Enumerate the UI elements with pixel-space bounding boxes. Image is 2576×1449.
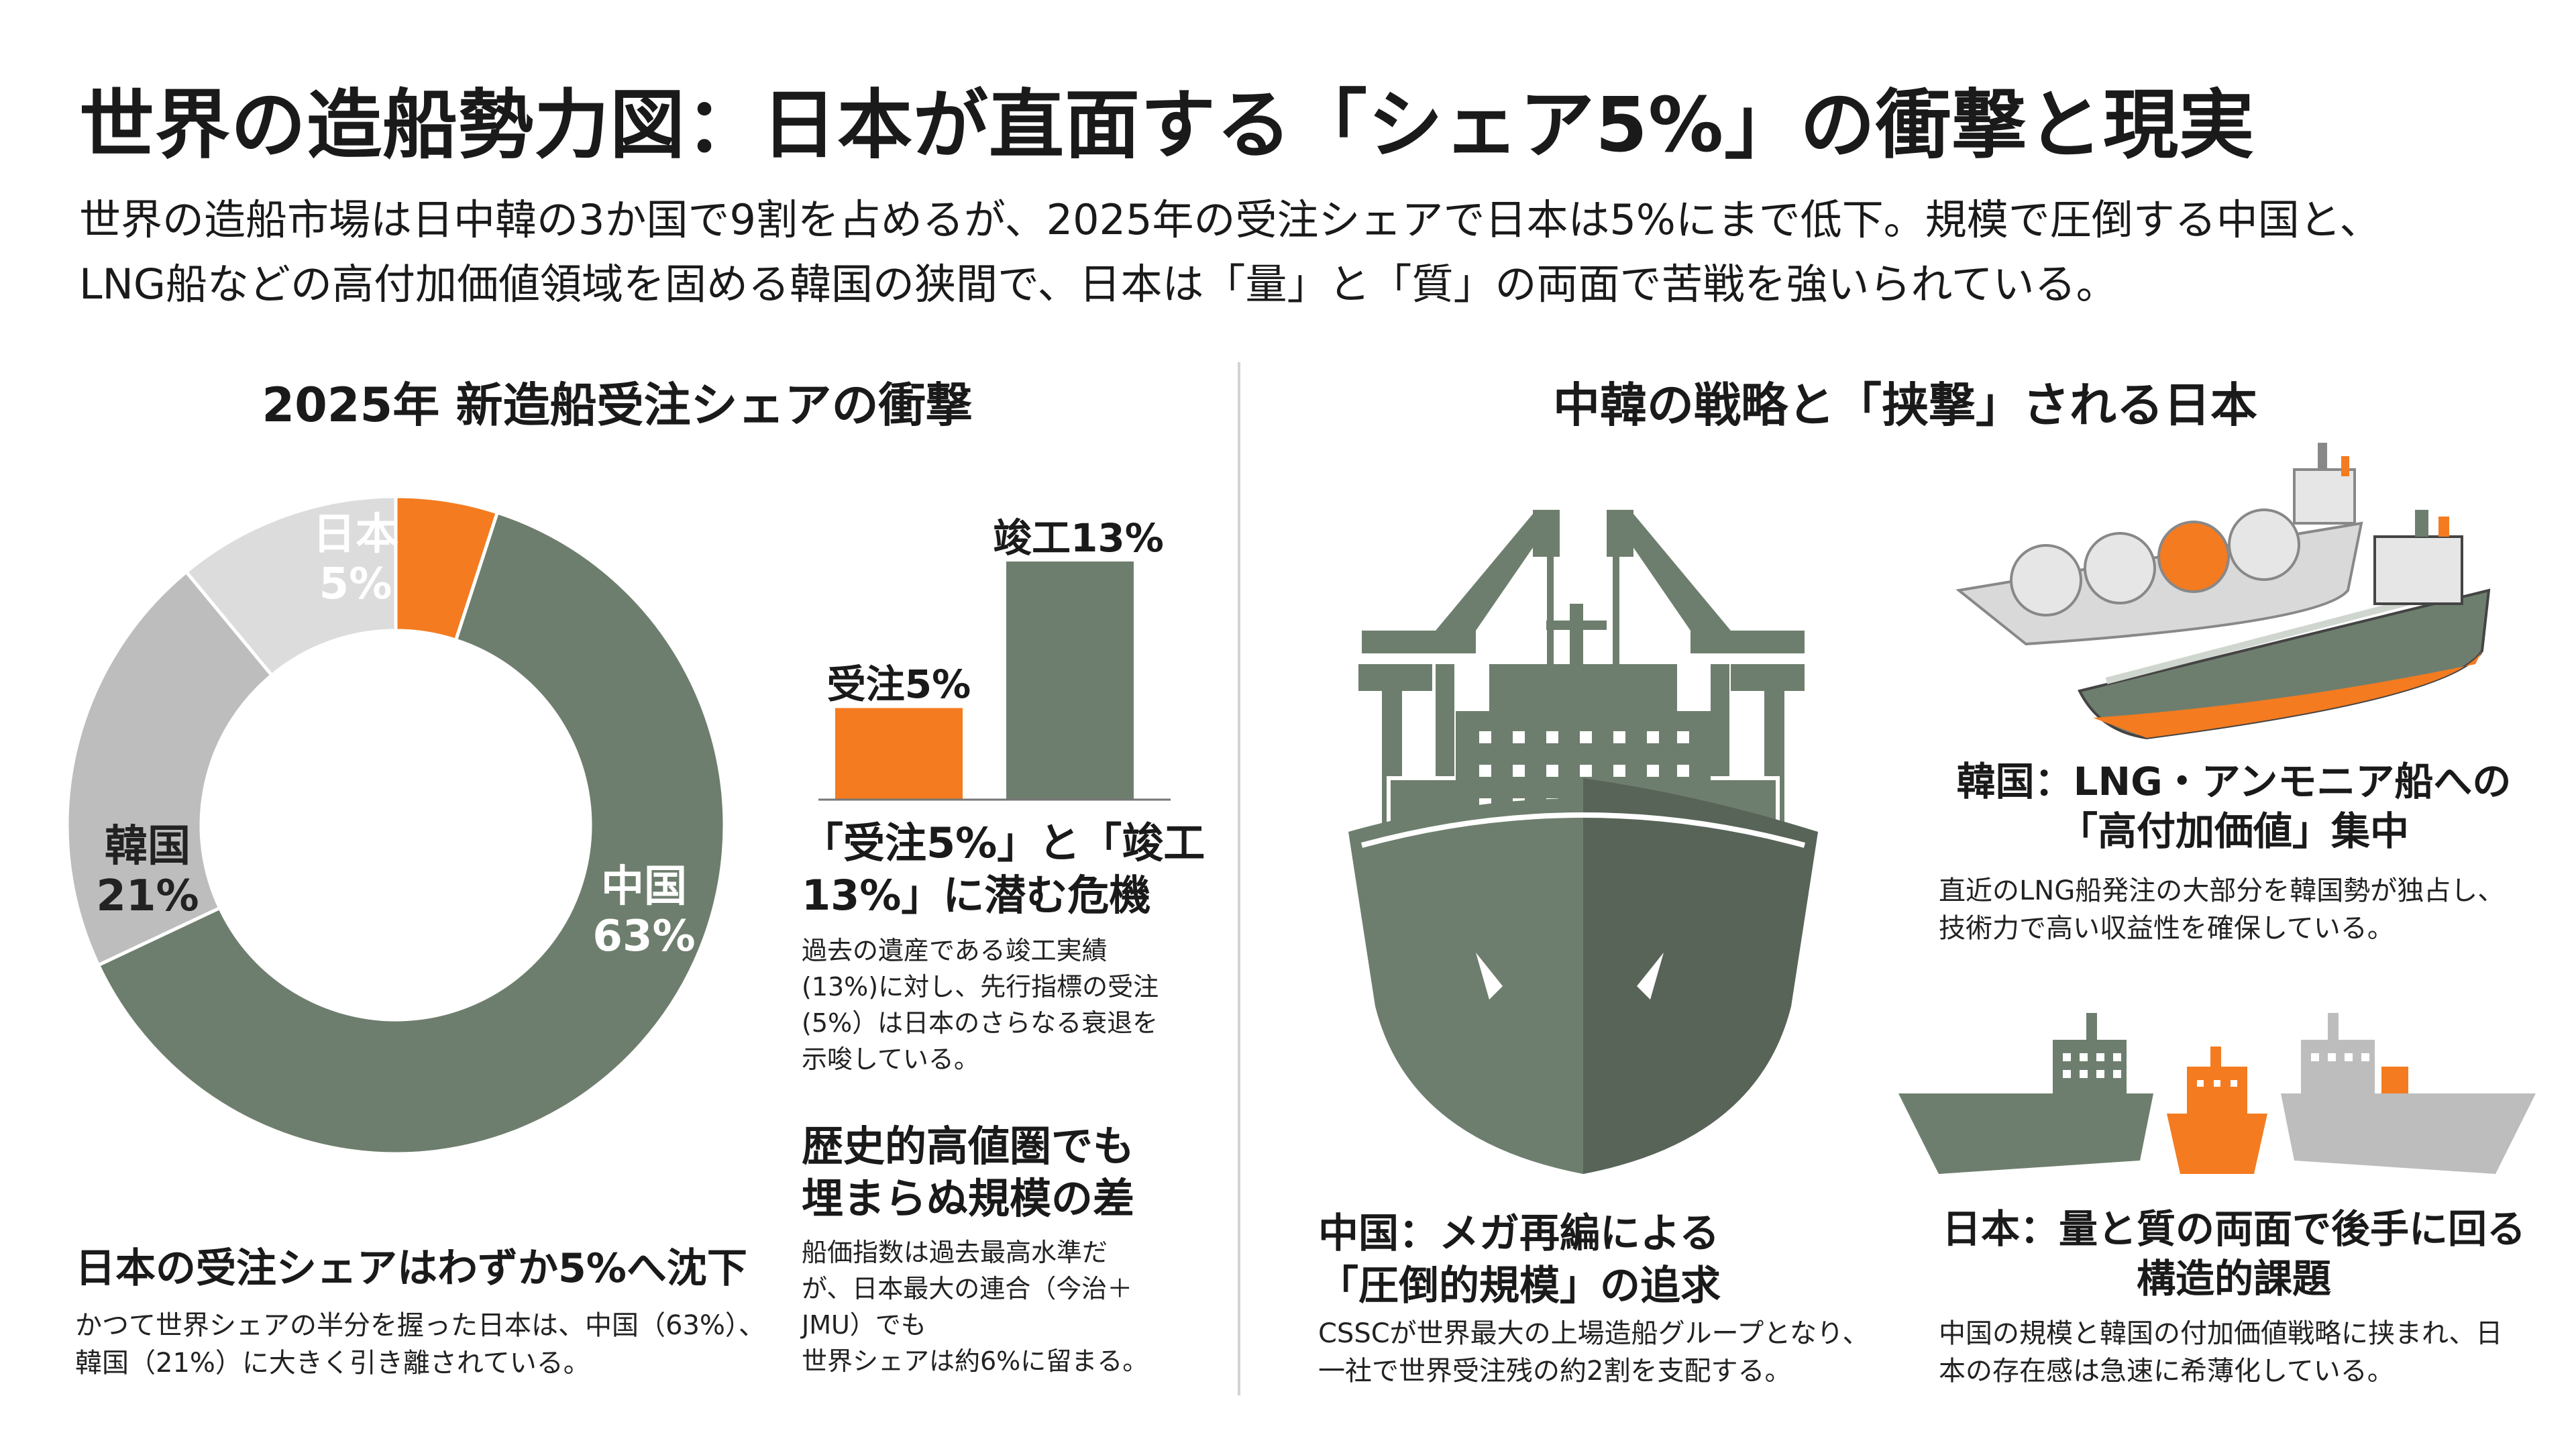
japan-body-line-1: 中国の規模と韓国の付加価値戦略に挟まれ、日 xyxy=(1939,1318,2503,1349)
section-divider xyxy=(1238,362,1240,1395)
page-subtitle: 世界の造船市場は日中韓の3か国で9割を占めるが、2025年の受注シェアで日本は5… xyxy=(79,188,2508,317)
japan-body: 中国の規模と韓国の付加価値戦略に挟まれ、日 本の存在感は急速に希薄化している。 xyxy=(1939,1315,2542,1390)
subtitle-line-2: LNG船などの高付加価値領域を固める韓国の狭間で、日本は「量」と「質」の両面で苦… xyxy=(79,260,2118,309)
right-section-title: 中韓の戦略と「挟撃」される日本 xyxy=(1553,378,2257,433)
korea-heading-line-2: 「高付加価値」集中 xyxy=(2058,808,2409,854)
left-bottom-body-line-2: 韓国（21%）に大きく引き離されている。 xyxy=(75,1348,590,1379)
korea-body: 直近のLNG船発注の大部分を韓国勢が独占し、 技術力で高い収益性を確保している。 xyxy=(1939,872,2542,947)
scale-heading: 歴史的高値圏でも 埋まらぬ規模の差 xyxy=(802,1120,1134,1225)
bar-orders xyxy=(835,708,963,800)
crisis-heading-line-2: 13%」に潜む危機 xyxy=(802,871,1151,920)
japan-slice-value: 5% xyxy=(319,559,392,609)
korea-body-line-2: 技術力で高い収益性を確保している。 xyxy=(1939,913,2394,944)
donut-slice-korea xyxy=(65,569,274,967)
donut-label-korea: 韓国 21% xyxy=(87,822,208,921)
share-donut-chart xyxy=(65,494,727,1156)
scale-body-line-1: 船価指数は過去最高水準だ xyxy=(802,1238,1108,1267)
china-body: CSSCが世界最大の上場造船グループとなり、 一社で世界受注残の約2割を支配する… xyxy=(1318,1315,1962,1390)
japan-body-line-2: 本の存在感は急速に希薄化している。 xyxy=(1939,1356,2394,1387)
scale-body-line-4: 世界シェアは約6%に留まる。 xyxy=(802,1346,1148,1376)
bar-completions xyxy=(1006,561,1134,800)
korea-heading: 韓国：LNG・アンモニア船への 「高付加価値」集中 xyxy=(1932,757,2536,856)
crisis-body-line-3: (5%）は日本のさらなる衰退を xyxy=(802,1008,1159,1038)
scale-body-line-3: JMU）でも xyxy=(802,1310,926,1340)
crisis-heading: 「受注5%」と「竣工 13%」に潜む危機 xyxy=(802,817,1205,922)
bar-label-completions: 竣工13% xyxy=(993,515,1164,561)
left-section-title: 2025年 新造船受注シェアの衝撃 xyxy=(262,378,973,433)
japan-heading: 日本：量と質の両面で後手に回る 構造的課題 xyxy=(1932,1204,2536,1303)
japan-heading-line-2: 構造的課題 xyxy=(2136,1256,2331,1301)
korea-slice-name: 韓国 xyxy=(105,822,191,871)
donut-slice-other xyxy=(184,494,398,678)
lng-carrier-and-tanker-icon xyxy=(1955,443,2491,740)
donut-label-japan: 日本 5% xyxy=(302,510,409,609)
japan-heading-line-1: 日本：量と質の両面で後手に回る xyxy=(1941,1206,2526,1252)
china-slice-value: 63% xyxy=(592,912,696,961)
crisis-body-line-2: (13%)に対し、先行指標の受注 xyxy=(802,972,1159,1002)
container-ship-with-cranes-icon xyxy=(1348,510,1818,1174)
left-bottom-body-line-1: かつて世界シェアの半分を握った日本は、中国（63%）、 xyxy=(75,1310,765,1341)
korea-heading-line-1: 韓国：LNG・アンモニア船への xyxy=(1956,759,2512,804)
scale-heading-line-2: 埋まらぬ規模の差 xyxy=(802,1174,1135,1223)
china-body-line-2: 一社で世界受注残の約2割を支配する。 xyxy=(1318,1356,1792,1387)
crisis-heading-line-1: 「受注5%」と「竣工 xyxy=(802,818,1205,867)
donut-label-china: 中国 63% xyxy=(577,862,711,961)
bar-label-orders: 受注5% xyxy=(826,661,971,708)
china-heading-line-2: 「圧倒的規模」の追求 xyxy=(1318,1263,1721,1309)
order-completion-bar-chart xyxy=(818,561,1171,801)
korea-slice-value: 21% xyxy=(96,871,199,921)
china-heading: 中国：メガ再編による 「圧倒的規模」の追求 xyxy=(1318,1208,1721,1312)
left-bottom-body: かつて世界シェアの半分を握った日本は、中国（63%）、 韓国（21%）に大きく引… xyxy=(75,1307,786,1382)
china-slice-name: 中国 xyxy=(601,862,687,912)
korea-body-line-1: 直近のLNG船発注の大部分を韓国勢が独占し、 xyxy=(1939,875,2505,906)
crisis-body: 過去の遺産である竣工実績 (13%)に対し、先行指標の受注 (5%）は日本のさら… xyxy=(802,932,1218,1077)
donut-slice-china xyxy=(96,510,727,1156)
crisis-body-line-1: 過去の遺産である竣工実績 xyxy=(802,936,1108,965)
china-heading-line-1: 中国：メガ再編による xyxy=(1318,1210,1720,1257)
china-body-line-1: CSSCが世界最大の上場造船グループとなり、 xyxy=(1318,1318,1870,1349)
squeezed-ship-icon xyxy=(1898,1013,2536,1174)
scale-heading-line-1: 歴史的高値圏でも xyxy=(802,1122,1135,1171)
japan-slice-name: 日本 xyxy=(313,510,398,559)
page-title: 世界の造船勢力図：日本が直面する「シェア5%」の衝撃と現実 xyxy=(79,82,2255,169)
scale-body-line-2: が、日本最大の連合（今治＋ xyxy=(802,1274,1133,1303)
subtitle-line-1: 世界の造船市場は日中韓の3か国で9割を占めるが、2025年の受注シェアで日本は5… xyxy=(79,195,2381,244)
scale-body: 船価指数は過去最高水準だ が、日本最大の連合（今治＋ JMU）でも 世界シェアは… xyxy=(802,1234,1218,1379)
crisis-body-line-4: 示唆している。 xyxy=(802,1044,979,1074)
left-bottom-heading: 日本の受注シェアはわずか5%へ沈下 xyxy=(75,1245,747,1292)
